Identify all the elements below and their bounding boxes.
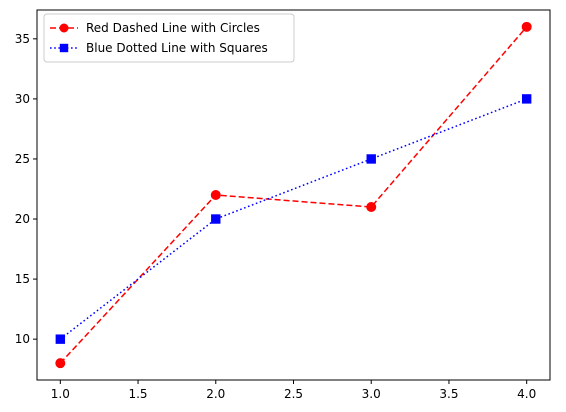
legend: Red Dashed Line with Circles Blue Dotted …	[43, 13, 295, 63]
legend-label-2: Blue Dotted Line with Squares	[86, 41, 268, 55]
x-tick-label: 3.0	[362, 387, 381, 401]
series-line-1	[59, 26, 528, 364]
series-1-point	[55, 358, 66, 369]
x-tick-label: 1.5	[128, 387, 147, 401]
y-tick-label: 30	[15, 92, 30, 106]
x-tick-label: 2.0	[206, 387, 225, 401]
series-1-point	[366, 202, 377, 213]
plot-area	[55, 21, 532, 369]
x-tick-label: 3.5	[439, 387, 458, 401]
legend-marker-2	[59, 43, 69, 53]
x-tick-label: 4.0	[517, 387, 536, 401]
legend-marker-1	[59, 23, 69, 33]
series-2-point	[366, 154, 376, 164]
y-tick-label: 20	[15, 212, 30, 226]
y-tick-label: 15	[15, 272, 30, 286]
legend-label-1: Red Dashed Line with Circles	[86, 21, 260, 35]
series-2-point	[211, 214, 221, 224]
x-tick-label: 1.0	[51, 387, 70, 401]
series-1-point	[210, 190, 221, 200]
y-tick-label: 10	[15, 332, 30, 346]
series-2-point	[521, 94, 532, 104]
series-line-2	[59, 98, 527, 340]
legend-box	[43, 13, 295, 63]
y-tick-label: 35	[15, 32, 30, 46]
x-tick-label: 2.5	[284, 387, 303, 401]
series-2-point	[55, 334, 66, 344]
series-1-point	[521, 21, 532, 32]
axes: 1.0 1.5 2.0 2.5 3.0 3.5 4.0 10 15 20 25 30 35	[15, 9, 551, 401]
y-tick-label: 25	[15, 152, 30, 166]
